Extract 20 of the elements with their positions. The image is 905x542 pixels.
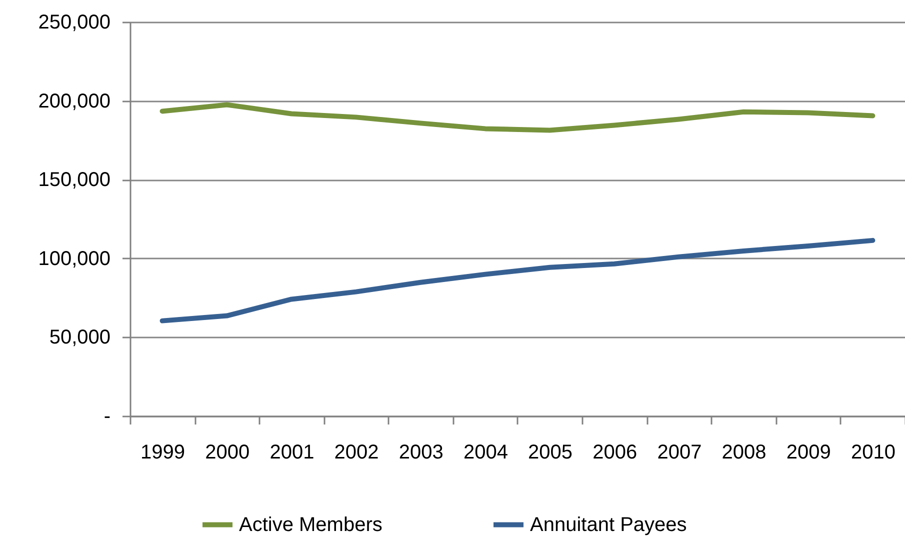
y-tick-label: 250,000 [38,12,110,34]
x-tick-label: 2003 [398,442,444,464]
x-tick-label: 2001 [270,442,314,464]
x-tick-label: 2008 [722,442,766,464]
x-tick-label: 2010 [850,442,896,464]
x-tick-label: 2002 [334,442,379,464]
x-tick-label: 2005 [528,442,573,464]
y-tick-label: 50,000 [49,326,110,349]
legend-label: Annuitant Payees [530,514,687,536]
legend-label: Active Members [239,514,382,536]
y-tick-label: - [104,406,110,428]
y-tick-label: 150,000 [38,169,110,192]
x-tick-label: 1999 [140,442,186,464]
x-tick-label: 2004 [463,442,508,464]
y-tick-label: 100,000 [38,248,110,270]
x-tick-label: 2007 [657,442,702,464]
x-tick-label: 2009 [786,442,831,464]
x-tick-label: 2006 [592,442,638,464]
y-tick-label: 200,000 [38,90,110,112]
x-tick-label: 2000 [205,442,250,464]
